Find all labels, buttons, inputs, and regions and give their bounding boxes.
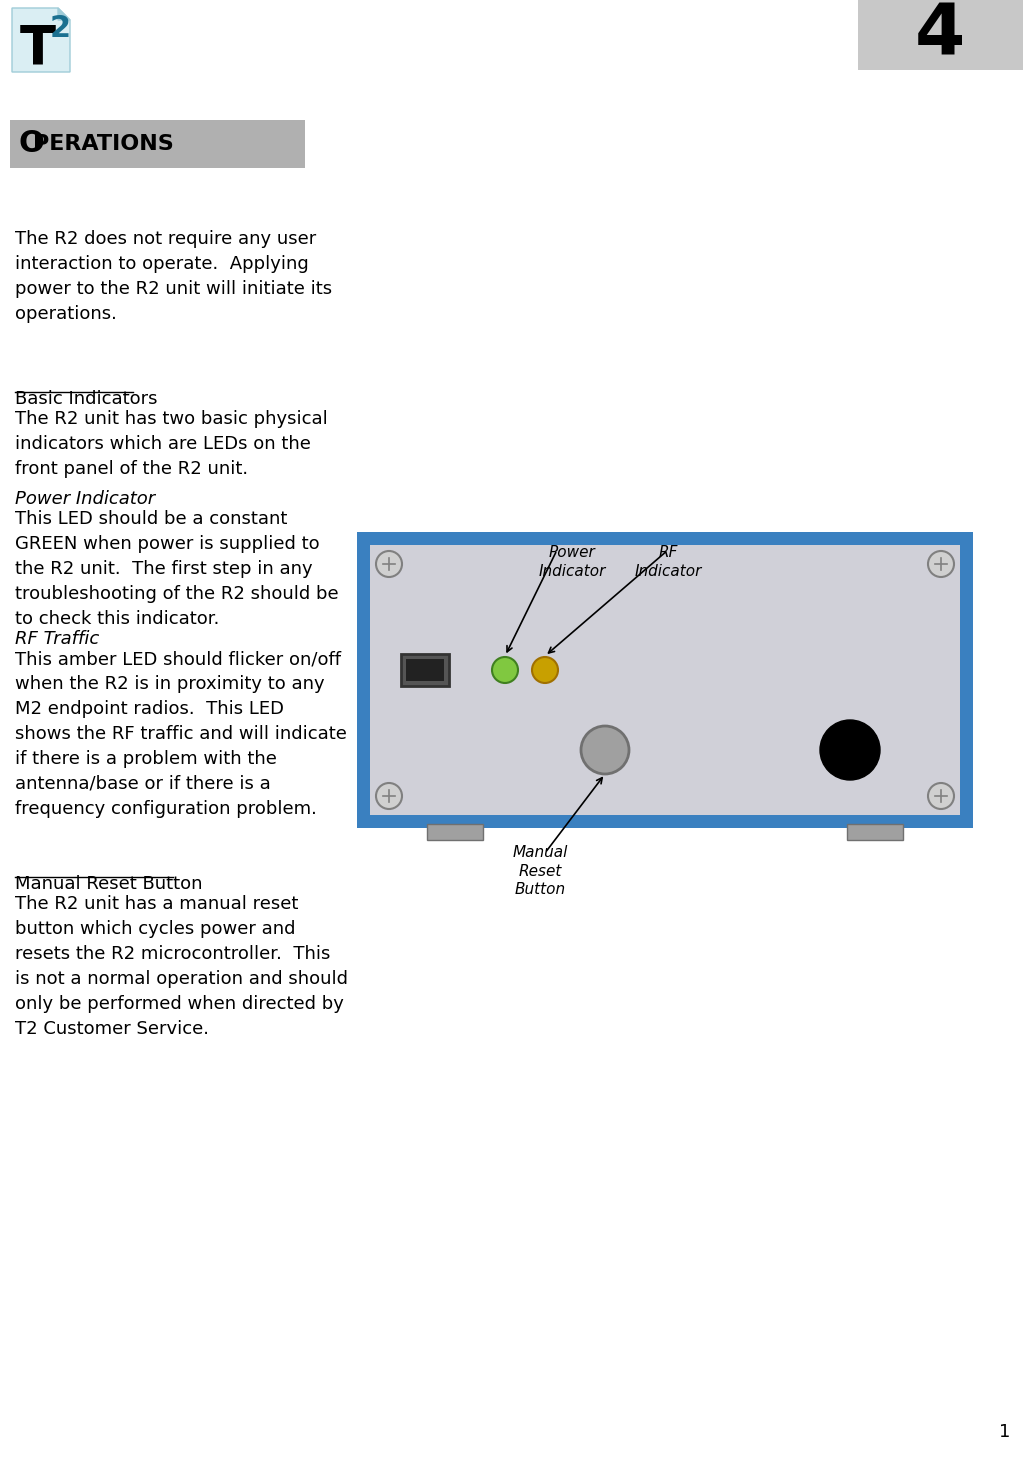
Bar xyxy=(406,659,444,681)
Text: This LED should be a constant
GREEN when power is supplied to
the R2 unit.  The : This LED should be a constant GREEN when… xyxy=(15,511,339,627)
Text: T: T xyxy=(20,22,56,74)
Text: 4: 4 xyxy=(915,0,965,70)
Bar xyxy=(427,824,483,840)
Circle shape xyxy=(376,783,402,808)
Text: Manual
Reset
Button: Manual Reset Button xyxy=(513,845,568,897)
Bar xyxy=(847,824,903,840)
Text: RF
Indicator: RF Indicator xyxy=(634,546,702,579)
Circle shape xyxy=(928,783,954,808)
Bar xyxy=(370,546,960,816)
Text: PERATIONS: PERATIONS xyxy=(33,134,174,155)
Bar xyxy=(357,533,973,829)
Text: The R2 unit has two basic physical
indicators which are LEDs on the
front panel : The R2 unit has two basic physical indic… xyxy=(15,410,327,479)
FancyBboxPatch shape xyxy=(858,0,1023,70)
Text: 2: 2 xyxy=(50,15,72,42)
Text: Manual Reset Button: Manual Reset Button xyxy=(15,875,203,893)
Circle shape xyxy=(376,552,402,576)
Text: Power Indicator: Power Indicator xyxy=(15,490,155,508)
Circle shape xyxy=(820,719,880,781)
Text: This amber LED should flicker on/off
when the R2 is in proximity to any
M2 endpo: This amber LED should flicker on/off whe… xyxy=(15,651,347,818)
FancyBboxPatch shape xyxy=(10,120,305,168)
Text: Power
Indicator: Power Indicator xyxy=(538,546,606,579)
Polygon shape xyxy=(58,7,70,20)
Circle shape xyxy=(532,657,558,683)
Circle shape xyxy=(581,727,629,775)
Text: 1: 1 xyxy=(998,1423,1010,1441)
Text: RF Traffic: RF Traffic xyxy=(15,630,99,648)
Circle shape xyxy=(928,552,954,576)
Bar xyxy=(401,654,449,686)
Circle shape xyxy=(492,657,518,683)
Text: The R2 unit has a manual reset
button which cycles power and
resets the R2 micro: The R2 unit has a manual reset button wh… xyxy=(15,894,348,1037)
Text: The R2 does not require any user
interaction to operate.  Applying
power to the : The R2 does not require any user interac… xyxy=(15,231,332,322)
Text: Basic Indicators: Basic Indicators xyxy=(15,390,158,409)
Polygon shape xyxy=(12,7,70,71)
Text: O: O xyxy=(18,130,44,159)
